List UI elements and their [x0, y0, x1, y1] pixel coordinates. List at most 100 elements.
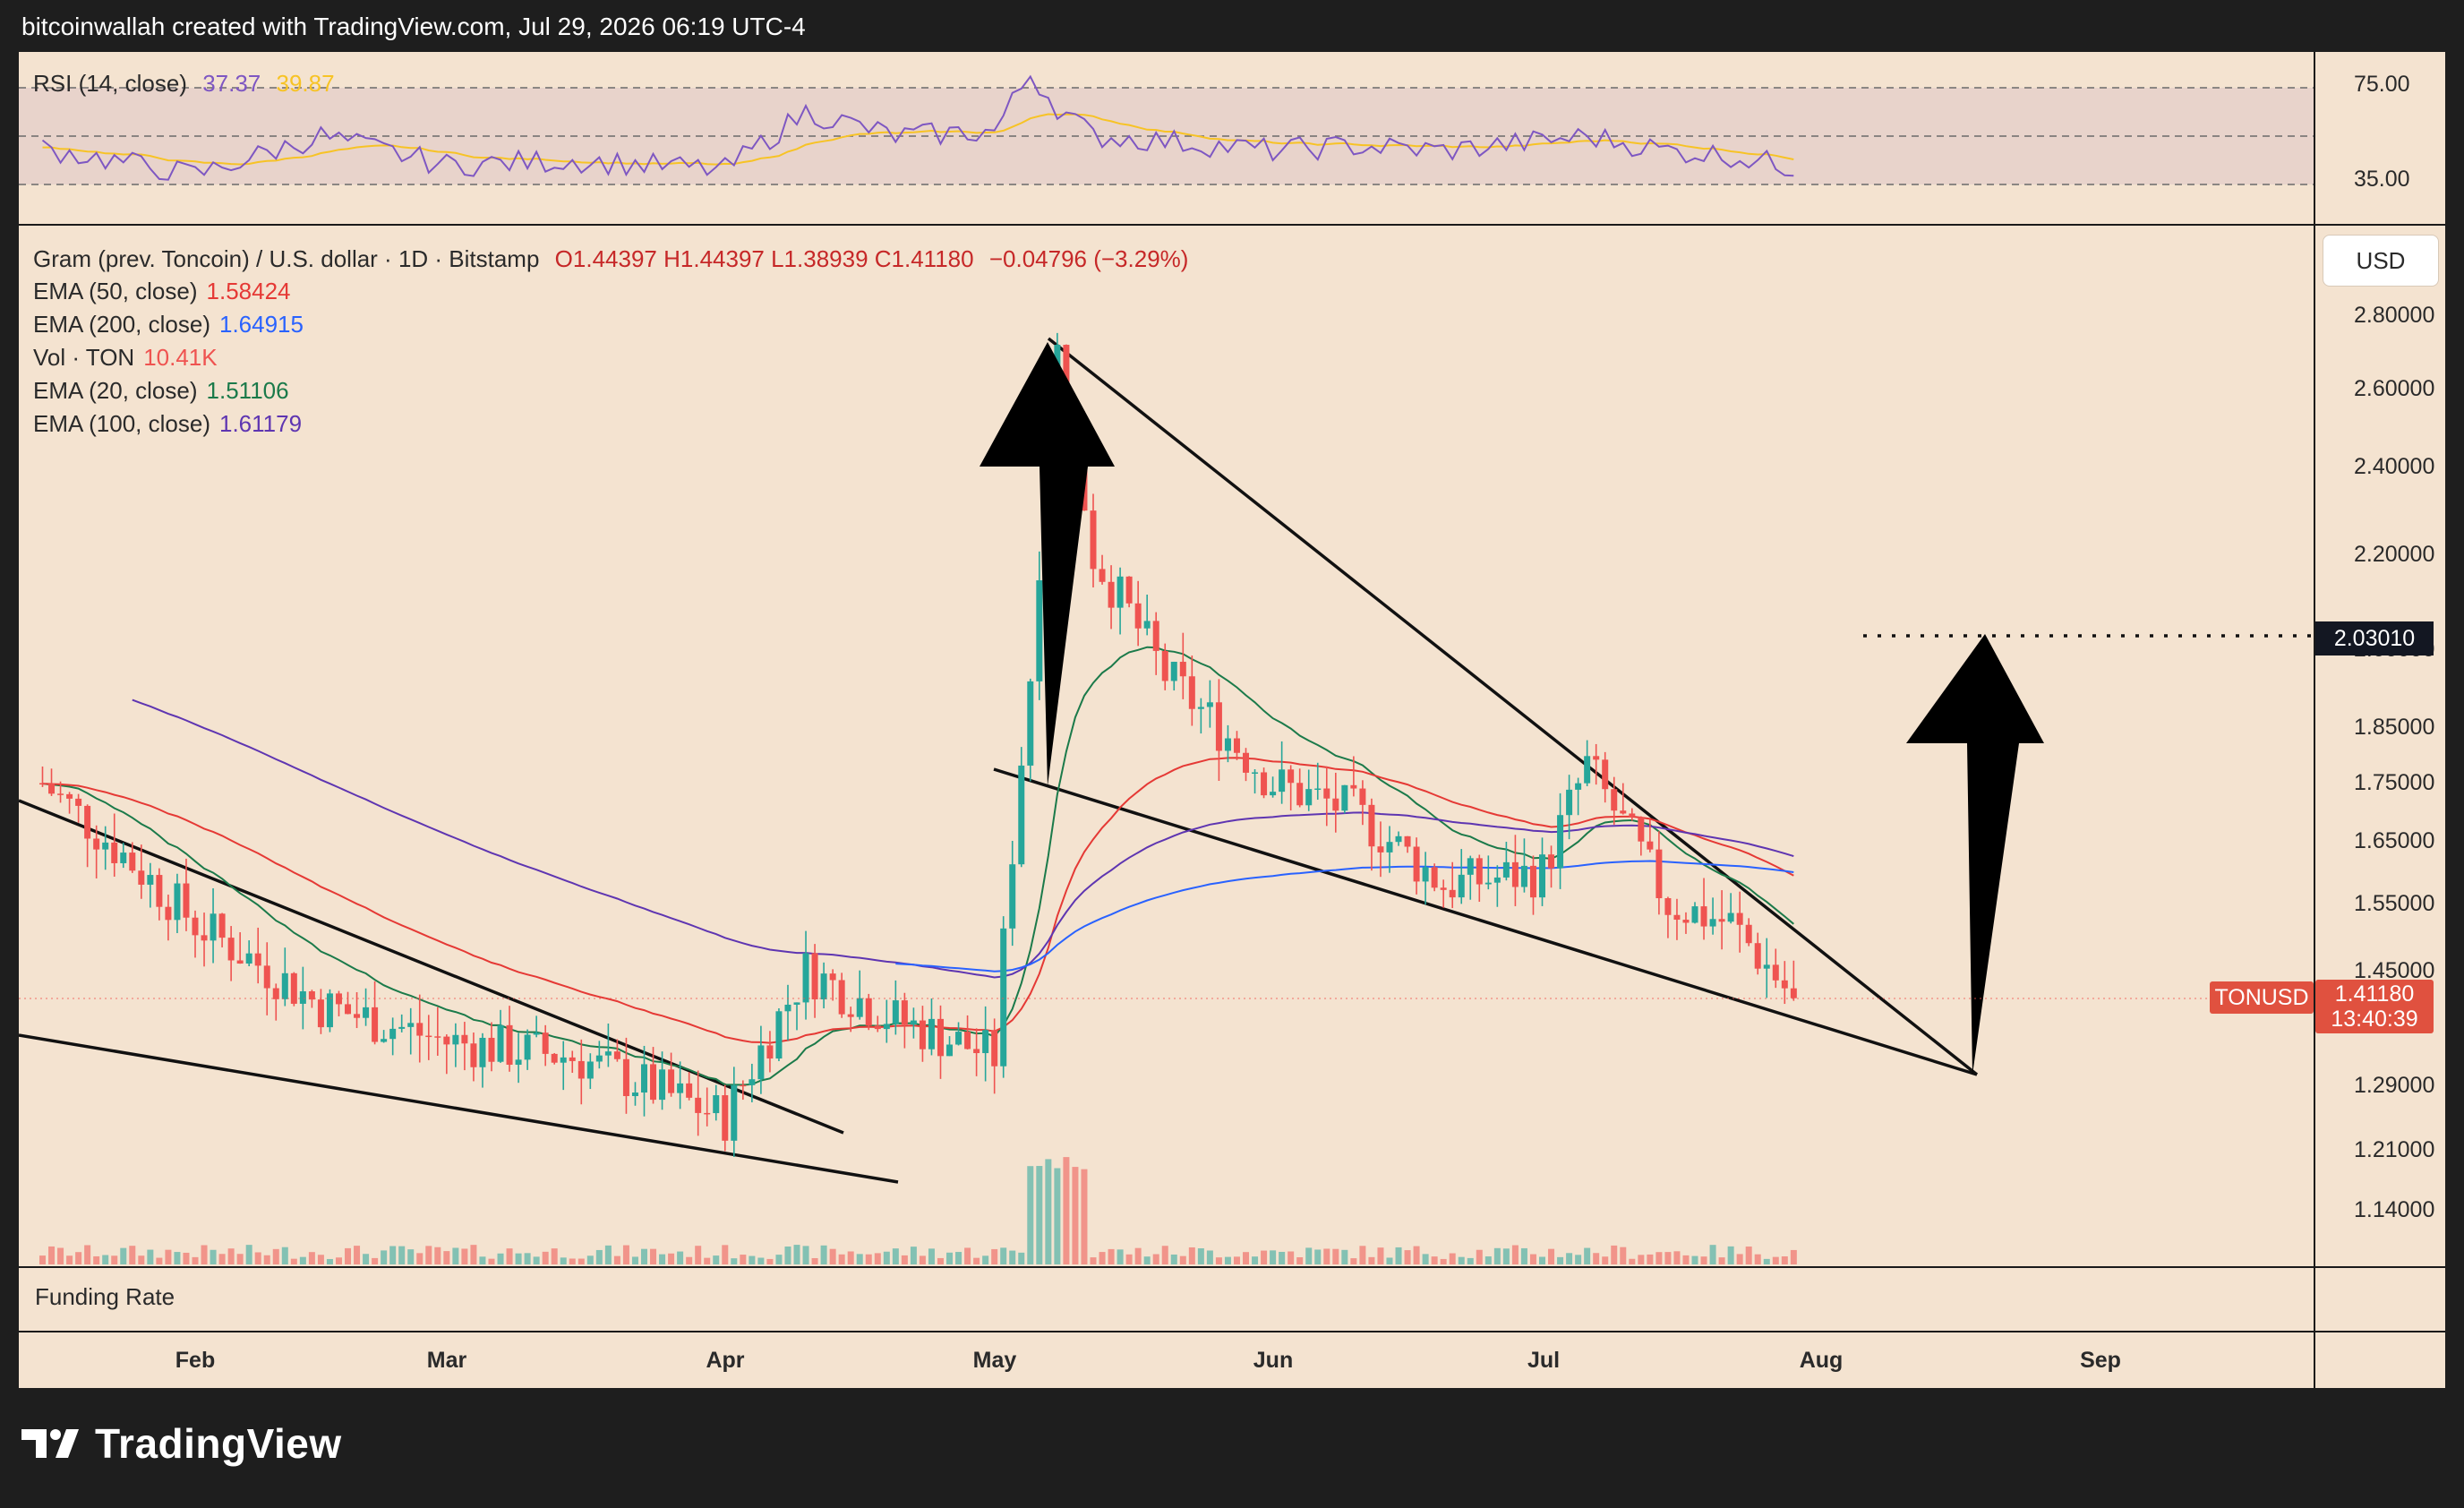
indicator-value: 1.64915 — [218, 311, 304, 338]
indicator-legend-volume[interactable]: Vol · TON 10.41K — [33, 344, 218, 372]
volume-bar — [1081, 1169, 1088, 1264]
tradingview-logo-icon — [21, 1429, 79, 1458]
volume-bar — [1602, 1256, 1609, 1264]
candle-body — [102, 842, 109, 850]
volume-bar — [1449, 1253, 1456, 1264]
annotations — [19, 342, 2314, 1075]
volume-bar — [434, 1247, 441, 1264]
symbol-legend[interactable]: Gram (prev. Toncoin) / U.S. dollar · 1D … — [33, 245, 1188, 273]
candle-body — [1314, 788, 1322, 791]
candle-body — [479, 1037, 486, 1067]
candle-body — [218, 913, 226, 938]
indicator-legend-ema50[interactable]: EMA (50, close) 1.58424 — [33, 278, 291, 305]
indicator-legend-ema200[interactable]: EMA (200, close) 1.64915 — [33, 311, 304, 338]
volume-bar — [506, 1248, 513, 1264]
volume-bar — [704, 1257, 711, 1264]
candle-body — [1709, 919, 1716, 927]
price-tick: 1.75000 — [2354, 770, 2435, 795]
volume-bar — [1270, 1250, 1277, 1264]
volume-bar — [910, 1247, 917, 1264]
candle-body — [1691, 906, 1698, 923]
candle-body — [1305, 789, 1313, 806]
volume-bar — [48, 1246, 56, 1264]
price-tick: 2.80000 — [2354, 303, 2435, 328]
volume-bar — [1359, 1246, 1366, 1264]
rsi-tick-35: 35.00 — [2354, 167, 2410, 192]
candle-body — [704, 1112, 711, 1115]
candle-body — [1458, 874, 1465, 898]
tradingview-logo[interactable]: TradingView — [21, 1419, 342, 1468]
up-arrow-may — [980, 342, 1115, 786]
candle-body — [604, 1051, 612, 1056]
volume-bar — [1709, 1245, 1716, 1264]
volume-bar — [595, 1249, 603, 1264]
month-tick: Mar — [426, 1348, 467, 1373]
indicator-legend-ema100[interactable]: EMA (100, close) 1.61179 — [33, 410, 302, 438]
rsi-pane-divider[interactable] — [19, 224, 2445, 226]
volume-bar — [1314, 1249, 1322, 1264]
volume-bar — [1188, 1247, 1195, 1264]
candle-body — [138, 870, 145, 885]
volume-bar — [740, 1255, 747, 1264]
candle-body — [1359, 788, 1366, 805]
rsi-line — [41, 74, 1794, 181]
candle-body — [713, 1095, 720, 1114]
volume-bar — [1566, 1253, 1573, 1264]
indicator-legend-ema20[interactable]: EMA (20, close) 1.51106 — [33, 377, 289, 405]
volume-bar — [1772, 1256, 1779, 1264]
volume-bar — [1170, 1254, 1177, 1264]
volume-bar — [1502, 1248, 1510, 1264]
candle-body — [1288, 769, 1295, 784]
volume-bar — [1108, 1248, 1115, 1264]
chart-frame[interactable]: RSI (14, close) 37.37 39.87 75.00 35.00 … — [19, 52, 2445, 1388]
month-tick: May — [972, 1348, 1017, 1373]
candle-body — [372, 1007, 379, 1042]
candle-body — [740, 1084, 747, 1087]
volume-bar — [425, 1246, 432, 1264]
volume-bar — [695, 1246, 702, 1264]
candle-body — [1170, 662, 1177, 681]
indicator-value: 1.51106 — [206, 377, 289, 404]
candle-body — [1754, 943, 1761, 969]
candle-body — [111, 842, 118, 863]
volume-bar — [533, 1256, 540, 1264]
candle-body — [120, 853, 127, 863]
funding-rate-label[interactable]: Funding Rate — [35, 1283, 175, 1310]
chart-canvas[interactable] — [19, 52, 2314, 1388]
candle-body — [1027, 681, 1034, 766]
volume-bar — [1656, 1252, 1663, 1264]
candle-body — [1161, 650, 1168, 681]
month-tick: Apr — [706, 1348, 745, 1373]
volume-bar — [811, 1257, 818, 1264]
candles — [38, 332, 1797, 1158]
volume-bar — [901, 1255, 908, 1264]
volume-bar — [102, 1255, 109, 1264]
candle-body — [1484, 882, 1492, 885]
indicator-value: 10.41K — [143, 344, 218, 371]
month-tick: Feb — [175, 1348, 216, 1373]
rsi-ma-value: 39.87 — [276, 70, 335, 97]
candle-body — [937, 1018, 944, 1057]
price-tick: 2.60000 — [2354, 376, 2435, 401]
candle-body — [434, 1036, 441, 1038]
candle-body — [560, 1057, 567, 1063]
volume-bar — [641, 1248, 647, 1264]
price-tick: 1.45000 — [2354, 958, 2435, 983]
volume-bar — [1072, 1167, 1079, 1264]
rsi-legend[interactable]: RSI (14, close) 37.37 39.87 — [33, 70, 335, 98]
volume-bar — [1493, 1247, 1501, 1264]
candle-body — [389, 1028, 397, 1040]
candle-body — [1224, 738, 1231, 751]
volume-pane-divider[interactable] — [19, 1266, 2445, 1268]
currency-button[interactable]: USD — [2323, 235, 2439, 287]
candle-body — [1431, 867, 1438, 888]
volume-bar — [1404, 1250, 1411, 1264]
candle-body — [308, 991, 315, 1000]
candle-body — [1682, 920, 1690, 923]
candle-body — [201, 935, 208, 941]
candle-body — [1656, 849, 1663, 899]
candle-body — [1449, 889, 1456, 898]
candle-body — [1718, 919, 1725, 922]
bar-countdown: 13:40:39 — [2331, 1007, 2418, 1032]
candle-body — [991, 1030, 998, 1067]
